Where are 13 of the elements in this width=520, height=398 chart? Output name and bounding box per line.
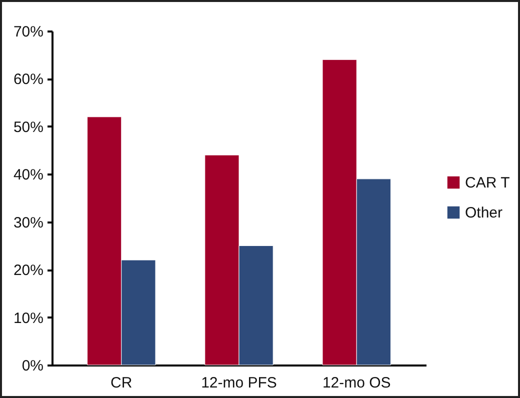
legend-label: Other — [465, 204, 503, 222]
y-tick-label: 0% — [22, 358, 44, 374]
y-tick-label: 50% — [13, 118, 44, 136]
y-tick-label: 40% — [13, 166, 44, 184]
y-tick-label: 60% — [13, 71, 44, 88]
x-tick-label: 12-mo PFS — [201, 374, 277, 392]
y-tick-label: 10% — [13, 310, 44, 327]
legend-label: CAR T — [465, 174, 510, 192]
y-tick-label: 30% — [13, 214, 44, 232]
y-tick-label: 70% — [13, 24, 44, 40]
x-tick-label: CR — [110, 374, 132, 392]
x-tick-label: 12-mo OS — [322, 374, 391, 392]
y-tick-label: 20% — [13, 262, 44, 280]
